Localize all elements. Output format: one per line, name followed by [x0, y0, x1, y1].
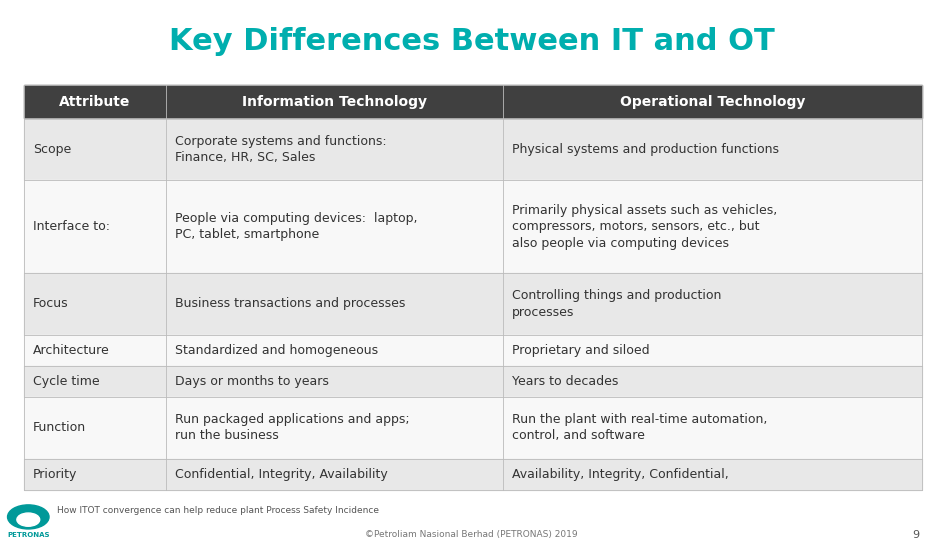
Text: How ITOT convergence can help reduce plant Process Safety Incidence: How ITOT convergence can help reduce pla… [57, 506, 378, 515]
Text: ©Petroliam Nasional Berhad (PETRONAS) 2019: ©Petroliam Nasional Berhad (PETRONAS) 20… [365, 531, 578, 539]
Text: Cycle time: Cycle time [33, 375, 100, 388]
Bar [24, 118, 922, 181]
Text: Operational Technology: Operational Technology [620, 95, 805, 109]
Text: Scope: Scope [33, 143, 72, 156]
Text: Availability, Integrity, Confidential,: Availability, Integrity, Confidential, [512, 468, 729, 481]
Circle shape [17, 513, 40, 526]
Text: Controlling things and production
processes: Controlling things and production proces… [512, 289, 721, 319]
Bar [24, 273, 922, 335]
Text: Focus: Focus [33, 298, 69, 311]
Text: Proprietary and siloed: Proprietary and siloed [512, 344, 650, 357]
Text: Days or months to years: Days or months to years [175, 375, 329, 388]
Text: Attribute: Attribute [58, 95, 130, 109]
Text: People via computing devices:  laptop,
PC, tablet, smartphone: People via computing devices: laptop, PC… [175, 212, 418, 241]
Text: Corporate systems and functions:
Finance, HR, SC, Sales: Corporate systems and functions: Finance… [175, 135, 387, 164]
Text: PETRONAS: PETRONAS [7, 532, 50, 538]
Text: Priority: Priority [33, 468, 77, 481]
Text: Architecture: Architecture [33, 344, 109, 357]
Text: Primarily physical assets such as vehicles,
compressors, motors, sensors, etc., : Primarily physical assets such as vehicl… [512, 203, 777, 249]
Text: Business transactions and processes: Business transactions and processes [175, 298, 405, 311]
Bar [24, 458, 922, 490]
Bar [24, 85, 922, 118]
Bar [24, 366, 922, 397]
Text: Key Differences Between IT and OT: Key Differences Between IT and OT [169, 26, 774, 56]
Bar [24, 181, 922, 273]
Text: Interface to:: Interface to: [33, 220, 110, 233]
Text: Information Technology: Information Technology [241, 95, 426, 109]
Text: Physical systems and production functions: Physical systems and production function… [512, 143, 779, 156]
Text: Function: Function [33, 421, 86, 434]
Text: Standardized and homogeneous: Standardized and homogeneous [175, 344, 378, 357]
Text: Run the plant with real-time automation,
control, and software: Run the plant with real-time automation,… [512, 413, 768, 443]
Text: Run packaged applications and apps;
run the business: Run packaged applications and apps; run … [175, 413, 409, 443]
Circle shape [8, 505, 49, 529]
Bar [24, 397, 922, 458]
Text: Years to decades: Years to decades [512, 375, 619, 388]
Bar [24, 335, 922, 366]
Text: 9: 9 [912, 530, 919, 540]
Text: Confidential, Integrity, Availability: Confidential, Integrity, Availability [175, 468, 388, 481]
